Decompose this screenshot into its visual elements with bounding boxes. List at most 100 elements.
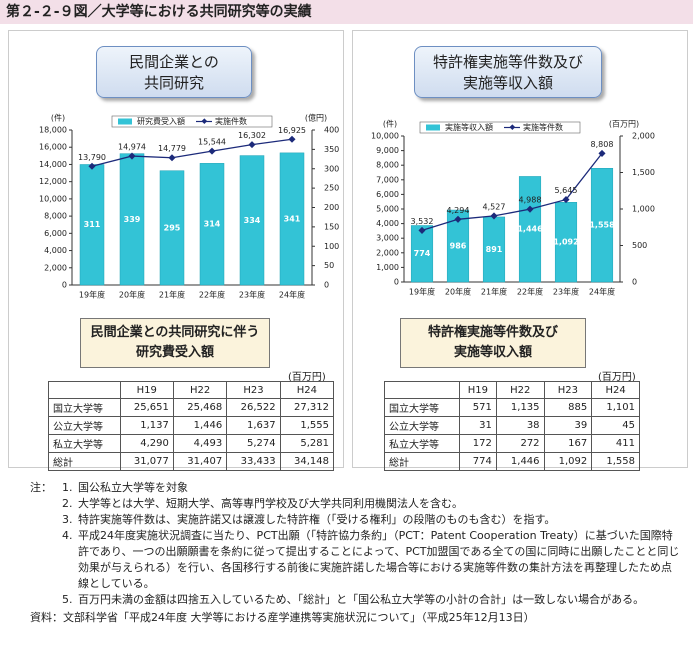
line-marker xyxy=(128,152,136,160)
y-tick-label: 8,000 xyxy=(44,212,67,221)
row-header: 総計 xyxy=(48,452,121,471)
table-cell: 172 xyxy=(458,434,497,453)
line-marker xyxy=(168,154,176,162)
line xyxy=(421,153,603,232)
y2-tick-label: 250 xyxy=(324,184,339,193)
table-cell: 774 xyxy=(458,452,497,471)
y2-tick-label: 100 xyxy=(324,242,339,251)
y-tick-label: 0 xyxy=(62,281,67,290)
table-cell: 33,433 xyxy=(226,452,281,471)
column-header: H22 xyxy=(495,381,545,399)
y2-tick-label: 350 xyxy=(324,145,339,154)
y-tick-label: 2,000 xyxy=(44,263,67,272)
data-table: H19 H22 H23 H24 国立大学等 571 1,135 885 1,101 公立大学等 31… xyxy=(384,381,640,471)
line-marker xyxy=(562,196,570,204)
x-tick-label: 20年度 xyxy=(119,290,145,300)
table-cell: 45 xyxy=(591,416,640,435)
bar xyxy=(119,153,145,286)
line-value-label: 4,988 xyxy=(519,196,542,205)
line-value-label: 5,645 xyxy=(555,186,578,195)
bar-value-label: 891 xyxy=(486,245,503,254)
note-number: 1. xyxy=(62,481,73,494)
bar-value-label: 339 xyxy=(124,215,141,224)
chart-title: 民間企業との 共同研究 xyxy=(96,46,252,98)
table-unit: (百万円) xyxy=(288,372,326,383)
table-corner xyxy=(384,381,460,399)
x-tick-label: 23年度 xyxy=(553,287,579,297)
line-value-label: 14,974 xyxy=(118,143,146,152)
column-header: H19 xyxy=(458,381,497,399)
note-number: 4. xyxy=(62,529,73,542)
legend: 研究費受入額 実施件数 xyxy=(111,115,273,128)
y-tick-label: 7,000 xyxy=(376,175,399,184)
y-tick-label: 14,000 xyxy=(39,160,67,169)
table-header-row: H19 H22 H23 H24 xyxy=(48,381,335,399)
bar xyxy=(239,155,265,286)
column-header: H23 xyxy=(543,381,593,399)
x-tick-label: 19年度 xyxy=(409,287,435,297)
note-spacer xyxy=(30,496,62,512)
y2-tick-label: 1,500 xyxy=(632,168,655,177)
table-row: 私立大学等 172 272 167 411 xyxy=(384,434,640,453)
row-header: 公立大学等 xyxy=(384,416,460,435)
row-header: 国立大学等 xyxy=(384,398,460,417)
line-marker xyxy=(248,141,256,149)
table-row: 総計 31,077 31,407 33,433 34,148 xyxy=(48,452,335,471)
y2-tick-label: 2,000 xyxy=(632,132,655,141)
table-row: 公立大学等 1,137 1,446 1,637 1,555 xyxy=(48,416,335,435)
bar-value-label: 295 xyxy=(164,223,181,232)
table-cell: 885 xyxy=(543,398,593,417)
note: 4. 平成24年度実施状況調査に当たり、PCT出願（「特許協力条約」（PCT：Pa… xyxy=(30,528,680,592)
line-value-label: 13,790 xyxy=(78,153,106,162)
y-tick-label: 18,000 xyxy=(39,126,67,135)
line-marker xyxy=(288,135,296,143)
table-cell: 5,281 xyxy=(279,434,335,453)
legend-box xyxy=(111,115,273,128)
legend-swatch xyxy=(509,124,516,130)
bar-value-label: 341 xyxy=(284,214,301,223)
row-header: 国立大学等 xyxy=(48,398,121,417)
table-cell: 1,092 xyxy=(543,452,593,471)
table-title: 民間企業との共同研究に伴う 研究費受入額 xyxy=(80,318,270,368)
line-value-label: 14,779 xyxy=(158,144,186,153)
table-cell: 571 xyxy=(458,398,497,417)
column-header: H23 xyxy=(226,381,281,399)
y-tick-label: 16,000 xyxy=(39,143,67,152)
bar-value-label: 1,092 xyxy=(553,238,578,247)
y-tick-label: 5,000 xyxy=(376,205,399,214)
table-cell: 411 xyxy=(591,434,640,453)
note-number: 3. xyxy=(62,513,73,526)
legend-box xyxy=(419,121,581,134)
line-value-label: 8,808 xyxy=(591,140,614,149)
y-tick-label: 0 xyxy=(394,278,399,287)
y2-tick-label: 400 xyxy=(324,126,339,135)
column-header: H19 xyxy=(119,381,174,399)
note-text: 平成24年度実施状況調査に当たり、PCT出願（「特許協力条約」（PCT：Pate… xyxy=(78,529,680,590)
note-text: 特許実施等件数は、実施許諾又は譲渡した特許権（「受ける権利」の段階のものも含む）… xyxy=(78,513,556,526)
x-tick-label: 22年度 xyxy=(199,290,225,300)
table-cell: 1,446 xyxy=(172,416,228,435)
row-header: 私立大学等 xyxy=(48,434,121,453)
line-value-label: 16,302 xyxy=(238,131,266,140)
note-spacer xyxy=(30,512,62,528)
table-cell: 1,446 xyxy=(495,452,545,471)
data-table: H19 H22 H23 H24 国立大学等 25,651 25,468 26,522 27,31… xyxy=(48,381,335,471)
x-tick-label: 24年度 xyxy=(589,287,615,297)
line-value-label: 4,527 xyxy=(483,202,506,211)
line-marker xyxy=(598,149,606,157)
x-tick-label: 19年度 xyxy=(79,290,105,300)
y2-tick-label: 300 xyxy=(324,164,339,173)
table-cell: 25,468 xyxy=(172,398,228,417)
line-marker xyxy=(526,205,534,213)
table-cell: 4,493 xyxy=(172,434,228,453)
line-marker xyxy=(490,212,498,220)
y-tick-label: 9,000 xyxy=(376,146,399,155)
bar xyxy=(199,163,225,286)
legend-swatch xyxy=(426,124,440,131)
line-value-label: 15,544 xyxy=(198,138,226,147)
legend-label: 実施等収入額 xyxy=(445,122,493,132)
y2-tick-label: 1,000 xyxy=(632,205,655,214)
table-header-row: H19 H22 H23 H24 xyxy=(384,381,640,399)
bar xyxy=(159,170,185,286)
note-spacer xyxy=(30,592,62,608)
